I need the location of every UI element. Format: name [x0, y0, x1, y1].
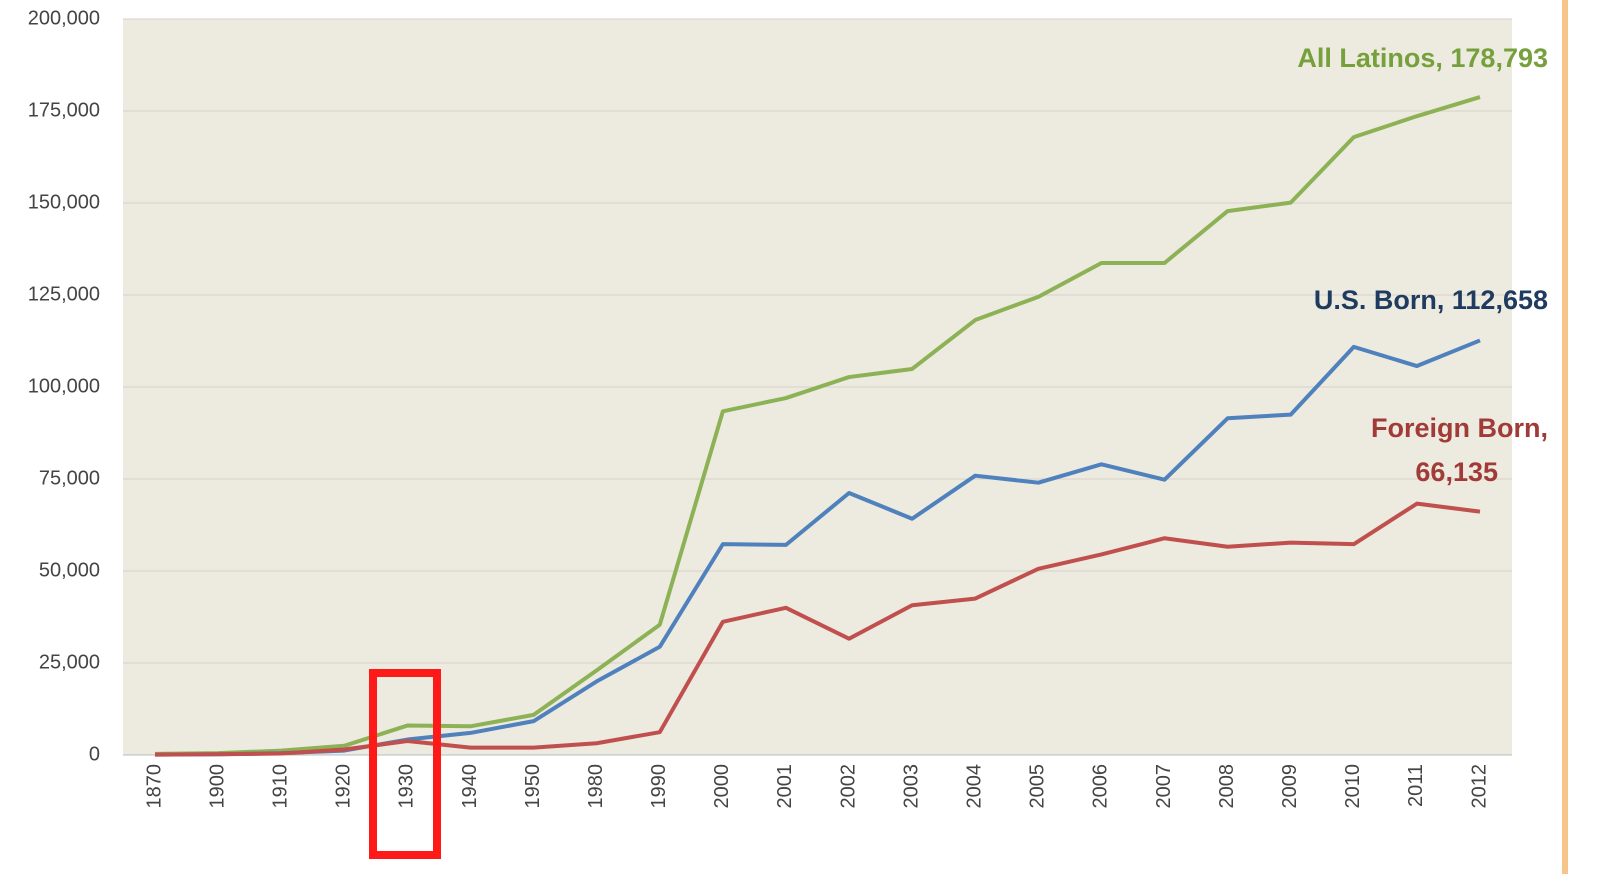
- x-tick-label: 1930: [396, 764, 418, 809]
- x-tick-label: 2005: [1027, 764, 1049, 809]
- y-tick-label: 200,000: [28, 7, 100, 29]
- x-tick-label: 2012: [1468, 764, 1490, 809]
- x-tick-label: 2011: [1405, 764, 1427, 807]
- x-tick-label: 2009: [1279, 764, 1301, 809]
- y-tick-label: 25,000: [39, 651, 100, 673]
- y-tick-label: 0: [89, 743, 100, 765]
- y-tick-label: 100,000: [28, 375, 100, 397]
- x-tick-label: 1870: [143, 764, 165, 809]
- y-tick-label: 150,000: [28, 191, 100, 213]
- x-tick-label: 2006: [1090, 764, 1112, 809]
- labels: 0 25,000 50,000 75,000 100,000 125,000 150,000…: [28, 7, 1548, 808]
- x-tick-label: 2000: [711, 764, 733, 809]
- x-tick-label: 2008: [1216, 764, 1238, 809]
- x-tick-label: 2004: [964, 764, 986, 809]
- x-tick-label: 2007: [1153, 764, 1175, 809]
- x-tick-label: 1990: [648, 764, 670, 809]
- y-tick-label: 175,000: [28, 99, 100, 121]
- annotation: All Latinos, 178,793: [1297, 43, 1548, 73]
- annotation: 66,135: [1415, 457, 1498, 487]
- x-tick-label: 2001: [774, 764, 796, 809]
- x-tick-label: 1900: [206, 764, 228, 809]
- x-tick-label: 1980: [585, 764, 607, 809]
- y-tick-label: 75,000: [39, 467, 100, 489]
- edge-strip: [1562, 0, 1568, 874]
- y-tick-label: 125,000: [28, 283, 100, 305]
- x-tick-label: 1910: [269, 764, 291, 809]
- annotation: U.S. Born, 112,658: [1314, 285, 1548, 315]
- x-tick-label: 2003: [900, 764, 922, 809]
- x-tick-label: 1950: [522, 764, 544, 809]
- x-tick-label: 1920: [333, 764, 355, 809]
- x-tick-label: 2010: [1342, 764, 1364, 809]
- x-tick-label: 1940: [459, 764, 481, 809]
- highlight-box: [369, 669, 441, 859]
- y-tick-label: 50,000: [39, 559, 100, 581]
- annotation: Foreign Born,: [1371, 413, 1548, 443]
- x-tick-label: 2002: [837, 764, 859, 809]
